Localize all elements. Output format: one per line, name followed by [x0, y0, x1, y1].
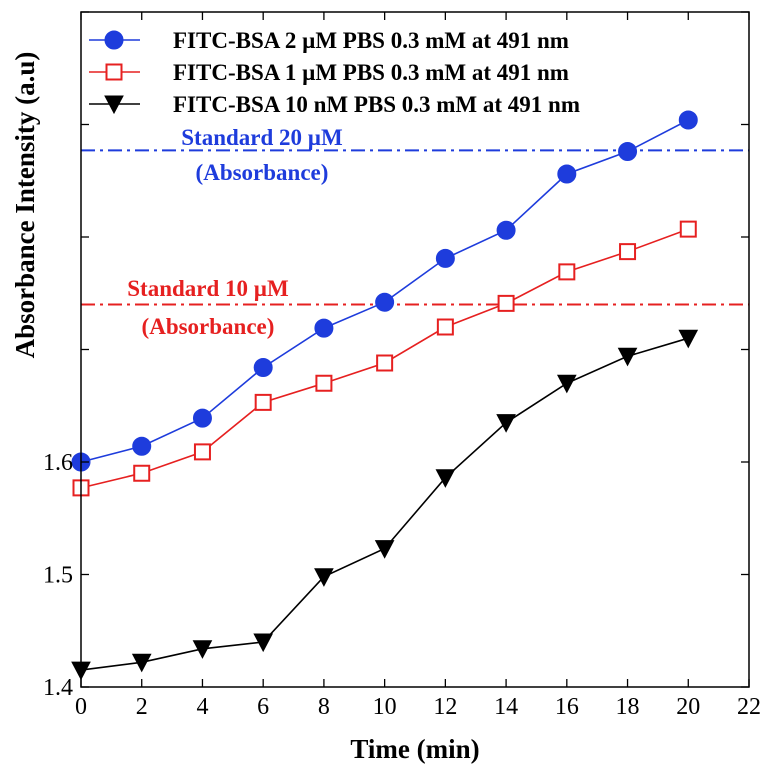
x-tick-label: 14	[494, 694, 518, 720]
reference-label-1: Standard 20 µM	[181, 125, 343, 150]
x-tick-label: 10	[373, 694, 397, 720]
legend-marker-1	[104, 30, 124, 50]
series-2-point	[497, 294, 515, 312]
series-3-point	[556, 374, 577, 394]
x-tick-label: 8	[318, 694, 330, 720]
series-1-point	[618, 142, 638, 161]
series-2	[72, 220, 697, 497]
y-tick-label: 1.5	[43, 563, 73, 589]
reference-label-2: Standard 10 µM	[127, 276, 289, 301]
y-axis-label: Absorbance Intensity (a.u)	[10, 52, 40, 359]
series-2-point	[254, 393, 272, 411]
y-tick-label: 1.6	[43, 450, 73, 476]
series-1-point	[192, 408, 212, 428]
series-1-point	[435, 248, 455, 268]
series-1-point	[375, 292, 395, 312]
series-2-point	[193, 443, 211, 461]
x-tick-label: 2	[136, 694, 148, 720]
series-3-point	[496, 414, 516, 433]
series-1-point	[557, 164, 577, 184]
x-axis-label: Time (min)	[350, 734, 479, 764]
x-tick-label: 18	[616, 694, 640, 720]
ticks: 0 2 4 6 8 10 12 14 16 18 20 22 1.4 1.5 1.6	[43, 11, 761, 720]
legend-label-2: FITC-BSA 1 µM PBS 0.3 mM at 491 nm	[173, 60, 569, 85]
reference-lines: Standard 20 µM (Absorbance) Standard 10 µM…	[81, 125, 749, 339]
legend-item-3: FITC-BSA 10 nM PBS 0.3 mM at 491 nm	[89, 92, 580, 117]
legend-marker-3	[104, 95, 124, 115]
legend-label-3: FITC-BSA 10 nM PBS 0.3 mM at 491 nm	[173, 92, 580, 117]
legend-item-1: FITC-BSA 2 µM PBS 0.3 mM at 491 nm	[89, 28, 569, 53]
series-2-point	[679, 220, 697, 238]
series-2-point	[558, 263, 576, 281]
x-tick-label: 0	[75, 694, 87, 720]
series-1-point	[496, 220, 516, 240]
x-tick-label: 16	[555, 694, 579, 720]
series-1-point	[253, 358, 273, 377]
legend-label-1: FITC-BSA 2 µM PBS 0.3 mM at 491 nm	[173, 28, 569, 53]
series-3	[71, 329, 699, 681]
series-1-point	[314, 318, 334, 338]
legend: FITC-BSA 2 µM PBS 0.3 mM at 491 nm FITC-B…	[89, 28, 580, 117]
series-1-point	[132, 436, 152, 456]
series-3-point	[374, 540, 395, 559]
series-2-point	[436, 318, 454, 336]
series-3-point	[314, 568, 334, 587]
legend-item-2: FITC-BSA 1 µM PBS 0.3 mM at 491 nm	[89, 60, 569, 85]
series-3-point	[678, 329, 699, 349]
series-3-point	[253, 633, 274, 653]
series-3-point	[617, 347, 638, 367]
x-tick-label: 20	[676, 694, 700, 720]
legend-marker-2	[105, 63, 123, 81]
series-3-point	[131, 653, 152, 673]
series-2-point	[133, 464, 151, 482]
series-1-point	[678, 110, 698, 130]
y-tick-label: 1.4	[43, 675, 73, 701]
series-2-point	[619, 243, 637, 261]
x-tick-label: 12	[433, 694, 457, 720]
series-3-point	[435, 469, 456, 488]
x-tick-label: 4	[196, 694, 208, 720]
x-tick-label: 6	[257, 694, 269, 720]
reference-sublabel-1: (Absorbance)	[196, 160, 329, 185]
series-3-point	[192, 640, 213, 659]
x-tick-label: 22	[737, 694, 761, 720]
reference-sublabel-2: (Absorbance)	[142, 314, 275, 339]
series-2-point	[376, 354, 394, 372]
series-2-point	[315, 374, 333, 392]
